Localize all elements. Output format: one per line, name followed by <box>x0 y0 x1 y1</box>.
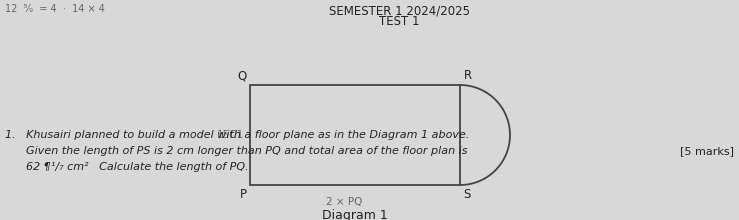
Text: S: S <box>463 188 471 201</box>
Text: 12  ⁵⁄₉  = 4  ·  14 × 4: 12 ⁵⁄₉ = 4 · 14 × 4 <box>5 4 105 14</box>
Text: SEMESTER 1 2024/2025: SEMESTER 1 2024/2025 <box>329 4 469 17</box>
Text: Given the length of PS is 2 cm longer than PQ and total area of the floor plan i: Given the length of PS is 2 cm longer th… <box>5 146 468 156</box>
Text: Q: Q <box>238 69 247 82</box>
Text: R: R <box>464 69 472 82</box>
Text: P: P <box>240 188 247 201</box>
Text: TEST 1: TEST 1 <box>379 15 419 28</box>
Text: 1.   Khusairi planned to build a model with a floor plane as in the Diagram 1 ab: 1. Khusairi planned to build a model wit… <box>5 130 469 140</box>
Text: [5 marks]: [5 marks] <box>680 146 734 156</box>
Text: Diagram 1: Diagram 1 <box>321 209 387 220</box>
Text: 15C1: 15C1 <box>217 130 244 140</box>
Text: 62 ¶¹/₇ cm²   Calculate the length of PQ.: 62 ¶¹/₇ cm² Calculate the length of PQ. <box>5 162 248 172</box>
Bar <box>250 85 460 185</box>
Text: 2 × PQ: 2 × PQ <box>327 197 363 207</box>
